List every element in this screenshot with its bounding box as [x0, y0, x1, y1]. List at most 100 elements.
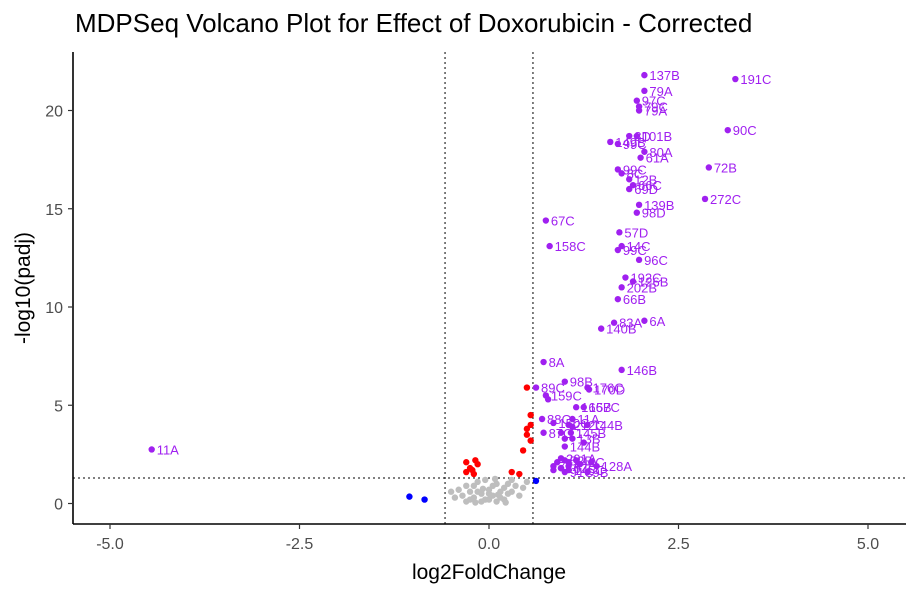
point-label: 66B [623, 292, 646, 307]
labeled-point [626, 132, 633, 140]
point-label: 212C [574, 418, 605, 433]
labeled-point [584, 421, 591, 429]
point-label: 13B [577, 432, 600, 447]
labeled-point [622, 274, 629, 281]
point-label: 88C [547, 412, 571, 427]
point-label: 11A [577, 412, 599, 427]
point-label: 128A [602, 459, 633, 474]
point-label: 72A [558, 459, 581, 474]
data-point [482, 476, 489, 484]
point-label: 67C [551, 214, 575, 229]
data-point [502, 499, 509, 506]
point-label: 14C [627, 239, 651, 254]
data-point [523, 431, 531, 438]
labeled-point [593, 462, 600, 470]
labeled-point [633, 132, 641, 140]
point-label: 83A [619, 316, 642, 331]
point-label: 139B [644, 198, 674, 213]
point-label: 99C [623, 162, 647, 177]
labeled-point [618, 366, 625, 374]
point-label: 99C [623, 137, 647, 152]
labeled-point [561, 468, 568, 476]
point-label: 8D [634, 129, 651, 144]
point-label: 202B [627, 280, 657, 295]
point-label: 98D [642, 206, 666, 221]
data-point [508, 488, 515, 495]
point-label: 90C [733, 123, 757, 138]
labeled-point [542, 217, 550, 224]
point-label: 145C [574, 463, 605, 478]
point-label: 72B [714, 160, 737, 175]
point-label: 167C [566, 461, 597, 476]
data-point [516, 470, 523, 478]
y-tick-label: 20 [45, 104, 63, 121]
labeled-point [148, 446, 155, 453]
labeled-point [732, 75, 739, 83]
labeled-point [637, 154, 644, 161]
data-point [474, 488, 481, 495]
point-label: 101B [642, 129, 672, 144]
labeled-point [724, 126, 731, 134]
labeled-point [635, 201, 643, 209]
labeled-point [614, 246, 622, 254]
labeled-point [550, 419, 557, 427]
x-tick-label: -5.0 [96, 536, 124, 553]
labeled-point [626, 176, 633, 183]
labeled-point [565, 421, 572, 429]
data-point [466, 496, 474, 503]
x-ticks: -5.0 -2.5 0.0 2.5 5.0 [96, 524, 879, 553]
labeled-point [610, 319, 618, 326]
point-label: 144B [570, 440, 600, 455]
data-point [561, 435, 568, 442]
labeled-point [641, 87, 648, 95]
point-label: 79C [644, 100, 668, 115]
x-tick-label: 2.5 [667, 536, 689, 553]
point-label: 91C [570, 465, 594, 480]
data-point [557, 429, 565, 436]
data-point [519, 447, 527, 454]
data-point [451, 494, 459, 501]
data-point [485, 490, 493, 497]
data-point [489, 482, 496, 490]
data-point [491, 475, 499, 483]
data-point [512, 482, 519, 490]
point-label: 192C [630, 271, 661, 286]
x-tick-label: 0.0 [478, 536, 500, 553]
data-point [519, 484, 527, 491]
labeled-point [701, 195, 709, 203]
point-label: 11A [157, 442, 179, 457]
data-point [478, 498, 485, 505]
labeled-point [607, 138, 614, 146]
point-label: 79A [644, 104, 667, 119]
data-point [485, 496, 493, 503]
labeled-point [567, 429, 575, 436]
point-label: 149B [615, 135, 645, 150]
x-tick-label: 5.0 [857, 536, 879, 553]
data-point [516, 492, 523, 499]
data-point [406, 493, 413, 500]
labeled-point [540, 358, 547, 366]
data-point [532, 477, 540, 485]
labeled-point [633, 97, 641, 104]
labeled-point [584, 468, 591, 476]
data-points [148, 71, 739, 506]
point-label: 157C [589, 400, 620, 415]
chart-title: MDPSeq Volcano Plot for Effect of Doxoru… [75, 8, 752, 38]
data-point [523, 478, 531, 486]
point-label: 66C [638, 178, 662, 193]
data-point [463, 459, 470, 466]
point-label: 98B [570, 375, 593, 390]
point-label: 69D [634, 182, 658, 197]
x-axis-title: log2FoldChange [412, 561, 566, 584]
point-label: 146B [627, 363, 657, 378]
labeled-point [633, 209, 641, 216]
x-tick-label: -2.5 [286, 536, 314, 553]
data-point [580, 439, 587, 446]
labeled-point [597, 325, 605, 332]
point-label: 140B [606, 322, 636, 337]
point-label: 170D [594, 383, 625, 398]
point-label: 61A [646, 151, 669, 166]
labeled-point [614, 295, 622, 303]
point-label: 9B [593, 465, 609, 480]
